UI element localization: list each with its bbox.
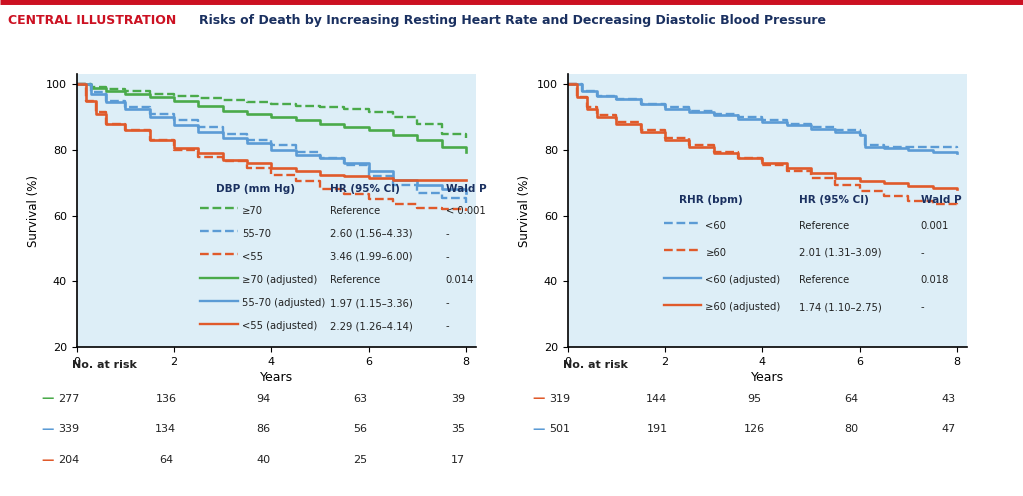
Text: 86: 86: [256, 425, 270, 434]
Text: ≥60: ≥60: [706, 248, 726, 258]
X-axis label: Years: Years: [751, 371, 784, 384]
Text: 319: 319: [549, 393, 570, 404]
Text: 204: 204: [58, 455, 79, 465]
Text: 1.97 (1.15–3.36): 1.97 (1.15–3.36): [330, 298, 413, 309]
Text: -: -: [446, 229, 449, 239]
Text: Reference: Reference: [330, 275, 381, 285]
Text: 501: 501: [549, 425, 570, 434]
Text: 64: 64: [159, 455, 173, 465]
Text: <55: <55: [242, 252, 263, 262]
Text: 339: 339: [58, 425, 79, 434]
Text: 144: 144: [647, 393, 668, 404]
Text: 56: 56: [354, 425, 367, 434]
Text: 17: 17: [451, 455, 464, 465]
Text: 126: 126: [744, 425, 765, 434]
Text: RHR (bpm): RHR (bpm): [679, 194, 744, 205]
Text: 63: 63: [354, 393, 367, 404]
Text: 2.01 (1.31–3.09): 2.01 (1.31–3.09): [799, 248, 882, 258]
Text: 1.74 (1.10–2.75): 1.74 (1.10–2.75): [799, 303, 882, 312]
Text: HR (95% CI): HR (95% CI): [330, 184, 400, 194]
Text: 0.018: 0.018: [921, 275, 949, 285]
Text: -: -: [446, 298, 449, 309]
Text: 0.014: 0.014: [446, 275, 474, 285]
Text: 55-70 (adjusted): 55-70 (adjusted): [242, 298, 325, 309]
Text: 2.29 (1.26–4.14): 2.29 (1.26–4.14): [330, 321, 413, 331]
Text: —: —: [41, 454, 53, 467]
Text: 25: 25: [353, 455, 367, 465]
Text: 95: 95: [747, 393, 761, 404]
Text: Reference: Reference: [330, 205, 381, 216]
Text: No. at risk: No. at risk: [72, 360, 136, 370]
Text: 55-70: 55-70: [242, 229, 271, 239]
Text: —: —: [532, 423, 544, 436]
Text: 191: 191: [647, 425, 667, 434]
Text: 134: 134: [155, 425, 176, 434]
Text: 64: 64: [844, 393, 858, 404]
Text: Risks of Death by Increasing Resting Heart Rate and Decreasing Diastolic Blood P: Risks of Death by Increasing Resting Hea…: [199, 13, 827, 27]
Y-axis label: Survival (%): Survival (%): [28, 175, 41, 247]
Text: —: —: [41, 392, 53, 405]
Text: —: —: [41, 423, 53, 436]
Text: 94: 94: [256, 393, 270, 404]
Text: 277: 277: [58, 393, 79, 404]
Text: 0.001: 0.001: [921, 221, 949, 231]
Text: 43: 43: [942, 393, 955, 404]
Text: -: -: [921, 303, 925, 312]
Text: <55 (adjusted): <55 (adjusted): [242, 321, 317, 331]
Text: —: —: [532, 392, 544, 405]
Text: ≥70 (adjusted): ≥70 (adjusted): [242, 275, 317, 285]
Y-axis label: Survival (%): Survival (%): [519, 175, 532, 247]
Text: DBP (mm Hg): DBP (mm Hg): [217, 184, 296, 194]
Text: 80: 80: [844, 425, 858, 434]
Text: <60: <60: [706, 221, 726, 231]
Text: 39: 39: [451, 393, 464, 404]
Text: HR (95% CI): HR (95% CI): [799, 194, 870, 205]
Text: 3.46 (1.99–6.00): 3.46 (1.99–6.00): [330, 252, 412, 262]
Text: 40: 40: [256, 455, 270, 465]
Text: ≥60 (adjusted): ≥60 (adjusted): [706, 303, 781, 312]
X-axis label: Years: Years: [260, 371, 293, 384]
Text: 47: 47: [942, 425, 955, 434]
Text: <60 (adjusted): <60 (adjusted): [706, 275, 781, 285]
Text: Wald P: Wald P: [446, 184, 486, 194]
Text: Wald P: Wald P: [921, 194, 962, 205]
Text: A: A: [12, 45, 28, 64]
Text: ≥70: ≥70: [242, 205, 263, 216]
Text: -: -: [921, 248, 925, 258]
Text: 35: 35: [451, 425, 464, 434]
Text: 136: 136: [155, 393, 176, 404]
Text: -: -: [446, 321, 449, 331]
Text: CENTRAL ILLUSTRATION: CENTRAL ILLUSTRATION: [8, 13, 176, 27]
Text: Reference: Reference: [799, 275, 849, 285]
Text: 2.60 (1.56–4.33): 2.60 (1.56–4.33): [330, 229, 412, 239]
Text: No. at risk: No. at risk: [563, 360, 627, 370]
Text: -: -: [446, 252, 449, 262]
Text: < 0.001: < 0.001: [446, 205, 486, 216]
Text: Reference: Reference: [799, 221, 849, 231]
Text: Risks of Death by DBP and RHR in Adjusted Kaplan-Meier Curves: Risks of Death by DBP and RHR in Adjuste…: [72, 47, 608, 62]
